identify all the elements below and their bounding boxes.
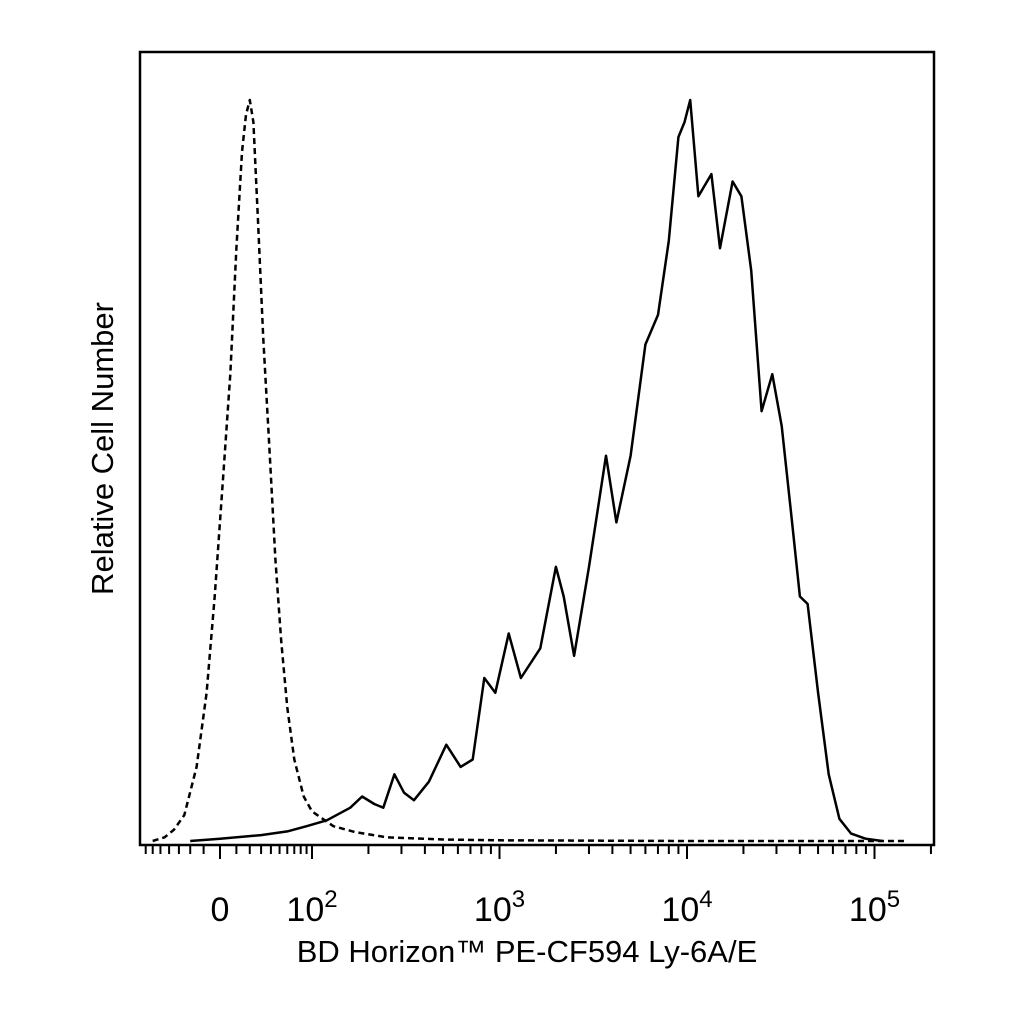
stained-sample-curve [190, 98, 883, 843]
x-tick-label: 105 [849, 886, 900, 929]
x-tick-label-exponent: 5 [887, 886, 900, 913]
plot-frame [138, 50, 936, 847]
isotype-control-curve [152, 98, 908, 843]
x-tick-label-base: 10 [474, 891, 512, 929]
x-tick-label-base: 10 [849, 891, 887, 929]
x-tick-label-base: 10 [661, 891, 699, 929]
x-tick-label: 104 [661, 886, 712, 929]
x-tick-label: 0 [211, 891, 230, 929]
x-tick-label-exponent: 2 [324, 886, 337, 913]
x-axis-ticks [144, 845, 932, 859]
x-tick-label: 102 [286, 886, 337, 929]
x-tick-label-base: 10 [286, 891, 324, 929]
x-axis-tick-labels: 0 102 103 104 105 [211, 886, 901, 929]
x-tick-label-exponent: 3 [512, 886, 525, 913]
x-axis-title: BD Horizon™ PE-CF594 Ly-6A/E [297, 934, 758, 969]
series-layer [152, 98, 908, 843]
y-axis-title: Relative Cell Number [85, 302, 120, 595]
x-tick-label: 103 [474, 886, 525, 929]
x-tick-label-exponent: 4 [699, 886, 712, 913]
x-tick-label-base: 0 [211, 891, 230, 929]
